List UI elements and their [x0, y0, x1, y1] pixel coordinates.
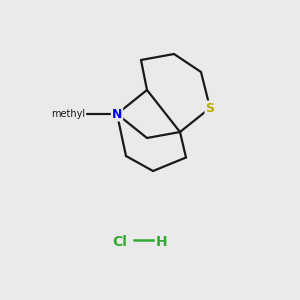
- Text: Cl: Cl: [112, 235, 128, 248]
- Text: N: N: [112, 107, 122, 121]
- Text: H: H: [156, 235, 168, 248]
- Text: methyl: methyl: [51, 109, 86, 119]
- Text: S: S: [206, 101, 214, 115]
